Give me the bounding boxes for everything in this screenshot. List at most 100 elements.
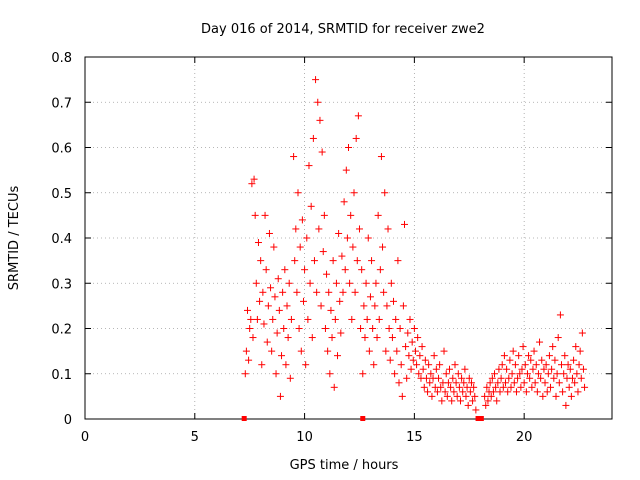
data-point bbox=[448, 397, 456, 405]
data-point bbox=[377, 153, 385, 161]
data-point bbox=[253, 315, 261, 323]
data-point bbox=[258, 361, 266, 369]
data-point bbox=[440, 347, 448, 355]
data-point bbox=[409, 356, 417, 364]
data-point bbox=[296, 243, 304, 251]
data-point bbox=[454, 370, 462, 378]
data-point bbox=[411, 347, 419, 355]
data-point bbox=[498, 361, 506, 369]
data-point bbox=[281, 266, 289, 274]
data-point bbox=[247, 315, 255, 323]
data-point bbox=[518, 365, 526, 373]
data-point bbox=[436, 361, 444, 369]
data-point bbox=[564, 361, 572, 369]
data-point bbox=[470, 383, 478, 391]
data-point bbox=[284, 334, 292, 342]
data-point bbox=[512, 388, 520, 396]
data-point bbox=[503, 365, 511, 373]
data-point bbox=[526, 374, 534, 382]
gap-marker bbox=[478, 416, 484, 421]
data-point bbox=[245, 356, 253, 364]
data-point bbox=[449, 374, 457, 382]
data-point bbox=[369, 325, 377, 332]
data-point bbox=[271, 293, 279, 301]
data-point bbox=[425, 361, 433, 369]
data-point bbox=[347, 211, 355, 219]
data-point bbox=[505, 374, 513, 382]
data-point bbox=[511, 361, 519, 369]
data-point bbox=[320, 211, 328, 219]
data-point bbox=[442, 370, 450, 378]
data-point bbox=[532, 361, 540, 369]
data-point bbox=[520, 379, 528, 387]
data-point bbox=[581, 383, 589, 391]
data-point bbox=[387, 279, 395, 287]
data-point bbox=[496, 388, 504, 396]
data-point bbox=[318, 148, 326, 156]
data-point bbox=[467, 379, 475, 387]
data-point bbox=[565, 383, 573, 391]
data-point bbox=[396, 325, 404, 332]
data-point bbox=[394, 257, 402, 265]
data-point bbox=[499, 383, 507, 391]
gap-marker bbox=[475, 416, 481, 421]
data-point bbox=[405, 352, 413, 360]
data-point bbox=[570, 356, 578, 364]
data-point bbox=[541, 379, 549, 387]
data-point bbox=[426, 379, 434, 387]
data-point bbox=[393, 347, 401, 355]
data-point bbox=[437, 383, 445, 391]
x-tick-label: 20 bbox=[516, 430, 533, 445]
data-point bbox=[502, 379, 510, 387]
data-point bbox=[435, 374, 443, 382]
data-point bbox=[361, 334, 369, 342]
data-point bbox=[264, 302, 272, 310]
y-tick-label: 0.4 bbox=[51, 232, 72, 247]
data-point bbox=[414, 334, 422, 342]
data-point bbox=[353, 257, 361, 265]
data-point bbox=[455, 383, 463, 391]
data-point bbox=[538, 356, 546, 364]
data-point bbox=[576, 347, 584, 355]
data-point bbox=[530, 347, 538, 355]
data-point bbox=[261, 211, 269, 219]
data-point bbox=[354, 112, 362, 120]
data-point bbox=[345, 144, 352, 151]
data-point bbox=[566, 365, 574, 373]
x-tick-label: 0 bbox=[81, 430, 89, 445]
data-point bbox=[519, 343, 527, 351]
data-point bbox=[453, 392, 461, 400]
data-point bbox=[351, 288, 359, 296]
data-point bbox=[542, 361, 550, 369]
data-point bbox=[484, 397, 492, 405]
data-point bbox=[302, 361, 310, 369]
data-point bbox=[399, 302, 407, 310]
data-point bbox=[578, 329, 586, 337]
data-point bbox=[385, 325, 393, 332]
data-point bbox=[317, 302, 325, 310]
data-point bbox=[364, 234, 372, 242]
data-point bbox=[336, 297, 344, 305]
data-point bbox=[292, 225, 300, 233]
data-point bbox=[492, 383, 500, 391]
data-point bbox=[421, 356, 429, 364]
data-point bbox=[507, 383, 515, 391]
data-point bbox=[544, 370, 552, 378]
data-point bbox=[469, 397, 477, 405]
data-point bbox=[506, 356, 514, 364]
data-point bbox=[487, 392, 495, 400]
data-point bbox=[573, 370, 581, 378]
data-point bbox=[386, 356, 394, 364]
data-point bbox=[482, 401, 490, 409]
data-point bbox=[280, 325, 288, 332]
data-point bbox=[246, 325, 254, 332]
data-point bbox=[384, 225, 392, 233]
data-point bbox=[489, 388, 497, 396]
data-point bbox=[250, 175, 258, 183]
data-point bbox=[388, 334, 396, 342]
data-point bbox=[545, 352, 553, 360]
data-point bbox=[328, 334, 336, 342]
data-point bbox=[294, 189, 302, 197]
gap-marker bbox=[360, 416, 366, 421]
data-point bbox=[571, 379, 579, 387]
